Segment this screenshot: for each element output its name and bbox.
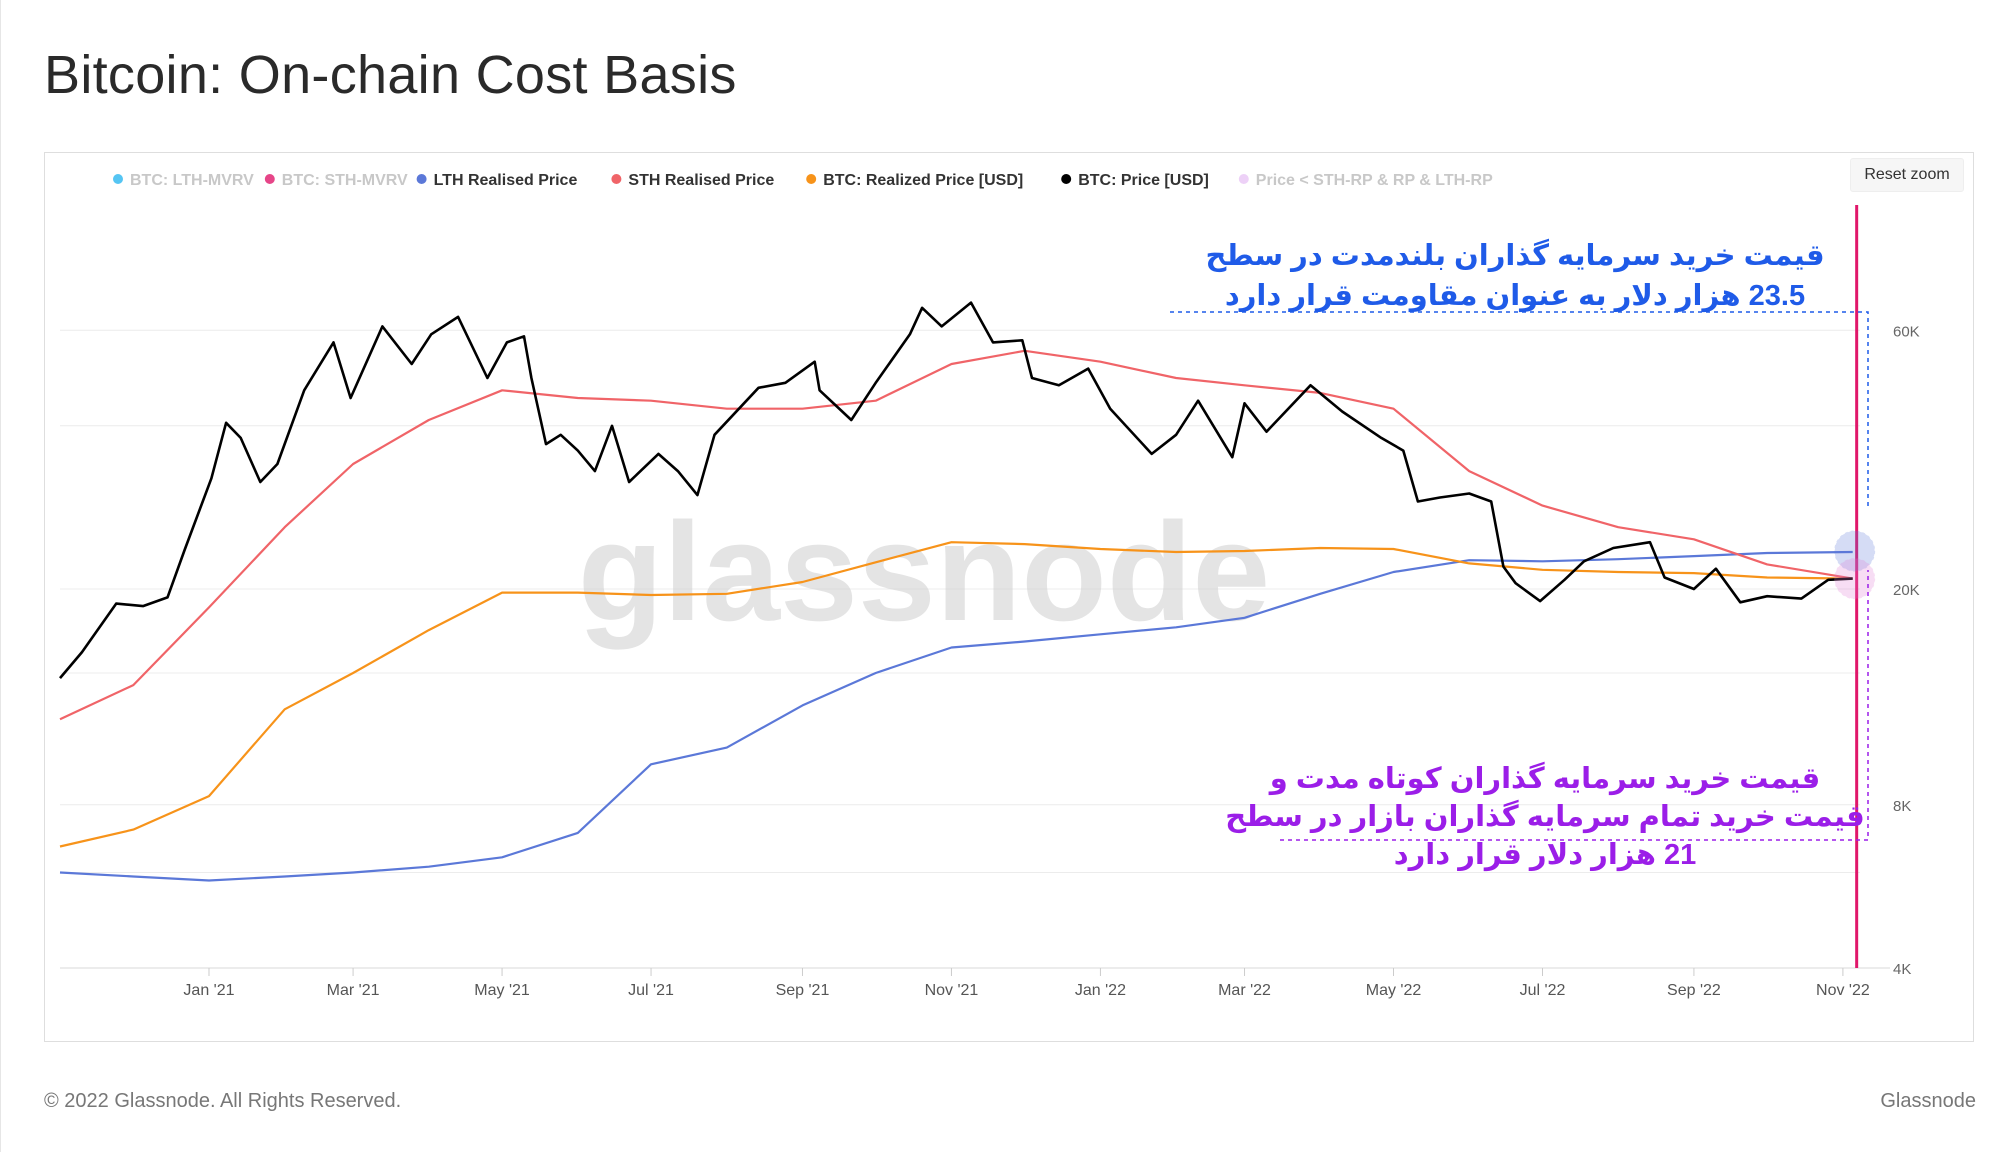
series-line-0 [59,301,1853,679]
legend: BTC: LTH-MVRV BTC: STH-MVRV LTH Realised P… [113,172,1493,189]
x-tick-label: Nov '22 [1816,982,1870,999]
sth-annotation-line: 21 هزار دلار قرار دارد [1394,839,1697,871]
legend-label: BTC: Price [USD] [1078,172,1209,189]
y-tick-label: 8K [1893,798,1911,815]
legend-marker [806,174,817,184]
legend-marker [611,174,622,184]
footer-copyright: © 2022 Glassnode. All Rights Reserved. [44,1090,402,1112]
footer-brand: Glassnode [1880,1090,1976,1112]
legend-item-0[interactable]: BTC: LTH-MVRV [113,172,254,189]
x-tick-label: Sep '22 [1667,982,1721,999]
legend-marker [416,174,427,184]
legend-label: BTC: LTH-MVRV [130,172,254,189]
lth-dashed-bracket [1170,311,1869,508]
chart-title: Bitcoin: On-chain Cost Basis [44,45,737,105]
x-axis: Jan '21 Mar '21 May '21 Jul '21 Sep '21 Nov '… [183,968,1870,999]
legend-label: BTC: Realized Price [USD] [823,172,1023,189]
annotations: قیمت خرید سرمایه گذاران بلندمدت در سطح 23… [1170,238,1869,871]
x-tick-label: May '21 [474,982,530,999]
chart-panel [44,152,1974,1042]
x-tick-label: Mar '21 [327,982,380,999]
y-tick-label: 4K [1893,961,1911,978]
y-tick-label: 60K [1893,323,1920,340]
lth-annotation-line: 23.5 هزار دلار به عنوان مقاومت قرار دارد [1225,280,1805,312]
legend-item-5[interactable]: BTC: Price [USD] [1061,172,1209,189]
x-tick-label: May '22 [1366,982,1422,999]
legend-item-2[interactable]: LTH Realised Price [416,172,578,189]
sth-annotation-line: قیمت خرید تمام سرمایه گذاران بازار در سط… [1225,799,1865,833]
legend-label: LTH Realised Price [434,172,578,189]
y-axis: 4K 8K 20K 60K [1893,323,1920,978]
y-tick-label: 20K [1893,582,1920,599]
x-tick-label: Jul '22 [1520,982,1566,999]
series-line-3 [59,550,1853,882]
highlight-circle-1 [1834,558,1876,600]
legend-label: Price < STH-RP & RP & LTH-RP [1256,172,1493,189]
x-tick-label: Jan '21 [183,982,234,999]
watermark: glassnode [578,493,1270,650]
legend-marker [113,174,123,184]
legend-label: STH Realised Price [628,172,774,189]
reset-zoom-button[interactable]: Reset zoom [1850,158,1964,192]
x-tick-label: Jul '21 [628,982,674,999]
x-tick-label: Mar '22 [1218,982,1271,999]
series-line-2 [59,541,1853,848]
sth-dashed-bracket [1280,570,1869,841]
series-line-1 [59,349,1853,721]
x-tick-label: Nov '21 [925,982,979,999]
highlight-circle-0 [1834,530,1876,572]
legend-item-1[interactable]: BTC: STH-MVRV [264,172,408,189]
legend-item-3[interactable]: STH Realised Price [611,172,774,189]
legend-marker [264,174,275,184]
x-tick-label: Sep '21 [776,982,830,999]
legend-item-6[interactable]: Price < STH-RP & RP & LTH-RP [1238,172,1493,189]
legend-marker [1238,174,1249,184]
sth-annotation-line: قیمت خرید سرمایه گذاران کوتاه مدت و [1268,761,1821,795]
legend-label: BTC: STH-MVRV [282,172,408,189]
lth-annotation-line: قیمت خرید سرمایه گذاران بلندمدت در سطح [1205,238,1824,272]
grid [60,329,1890,969]
series-group [59,205,1876,968]
legend-item-4[interactable]: BTC: Realized Price [USD] [806,172,1023,189]
legend-marker [1061,174,1072,184]
x-tick-label: Jan '22 [1075,982,1126,999]
